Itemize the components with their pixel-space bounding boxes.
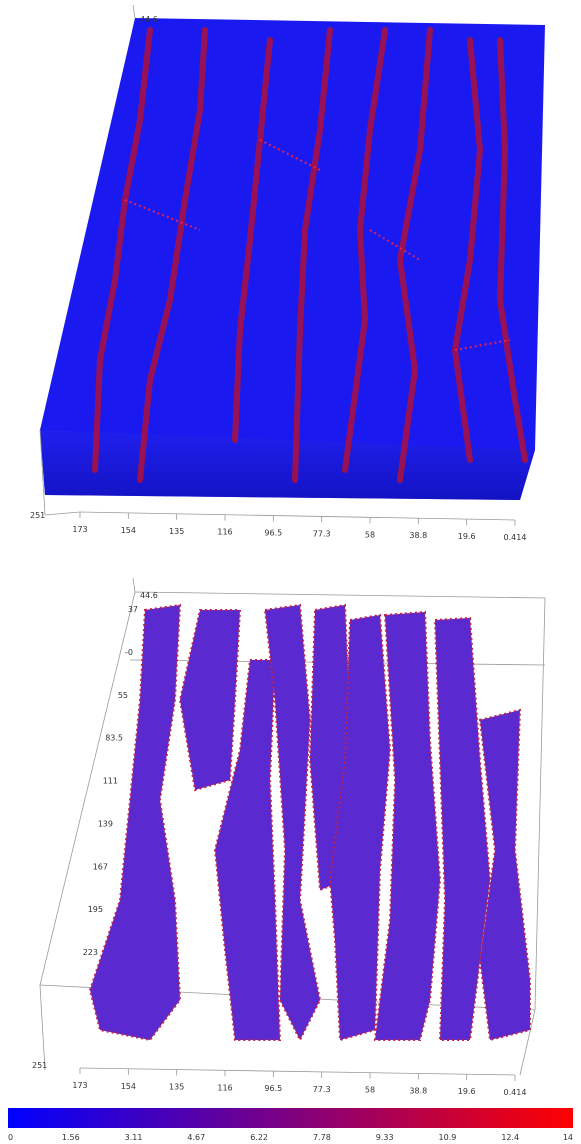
x-tick-label: 19.6 [458,1087,476,1096]
colorbar-tick-label: 6.22 [250,1133,268,1142]
x-tick-label: 96.5 [264,529,282,538]
colorbar-tick-label: 10.9 [439,1133,457,1142]
x-axis [79,511,516,521]
box-edge [39,984,46,1071]
x-tick-label: 135 [169,527,184,536]
x-tick-label: 173 [72,525,87,534]
x-ticks: 173 154 135 116 96.5 77.3 58 38.8 19.6 0.414 [72,1068,526,1097]
colorbar-gradient [8,1108,573,1128]
box-edge [519,1009,536,1076]
y-tick-label: 223 [83,948,98,957]
y-tick-label: 55 [118,691,128,700]
left-label: 251 [30,511,45,520]
colorbar-tick-label: 0 [8,1133,13,1142]
x-tick-label: 58 [365,530,375,539]
left-label: 251 [32,1061,47,1070]
colorbar-tick-label: 9.33 [376,1133,394,1142]
x-tick-label: 19.6 [458,532,476,541]
x-tick-label: 58 [365,1086,375,1095]
y-tick-label: 111 [103,777,118,786]
box-edge [39,429,46,516]
colorbar-tick-label: 14 [563,1133,573,1142]
top-panel: 44.6 251 173 154 135 116 96.5 77.3 58 38.8 19.6 0… [30,4,545,542]
y-tick-label: 83.5 [105,734,123,743]
y-tick-label: 37 [128,605,138,614]
x-tick-label: 96.5 [264,1084,282,1093]
bottom-panel: 44.6 37 -0 55 83.5 111 139 167 195 223 251 173 15… [32,577,546,1097]
cracks [92,27,528,483]
y-tick-label: 139 [98,819,113,828]
x-tick-label: 135 [169,1083,184,1092]
colorbar: 0 1.56 3.11 4.67 6.22 7.78 9.33 10.9 12.4 14 [8,1108,573,1142]
x-tick-label: 0.414 [504,1088,527,1097]
colorbar-tick-label: 12.4 [501,1133,519,1142]
x-ticks: 173 154 135 116 96.5 77.3 58 38.8 19.6 0.414 [72,512,526,542]
colorbar-tick-label: 3.11 [125,1133,143,1142]
box-edge [132,577,136,593]
x-tick-label: 173 [72,1081,87,1090]
colorbar-tick-label: 7.78 [313,1133,331,1142]
x-tick-label: 154 [121,526,136,535]
atom-columns [88,603,531,1043]
x-tick-label: 154 [121,1082,136,1091]
x-tick-label: 116 [217,528,232,537]
x-axis [79,1067,516,1076]
x-tick-label: 77.3 [313,1085,331,1094]
y-tick-label: -0 [125,648,133,657]
x-tick-label: 77.3 [313,529,331,538]
corner-label: 44.6 [140,15,158,24]
x-tick-label: 0.414 [504,533,527,542]
y-tick-label: 195 [88,905,103,914]
colorbar-tick-label: 4.67 [187,1133,205,1142]
x-tick-label: 38.8 [409,1086,427,1095]
x-tick-label: 116 [217,1083,232,1092]
box-edge [44,511,81,516]
box-edge [132,4,136,19]
y-tick-label: 167 [93,862,108,871]
corner-label: 44.6 [140,591,158,600]
block-front [40,430,535,500]
colorbar-ticks: 0 1.56 3.11 4.67 6.22 7.78 9.33 10.9 12.4 14 [8,1133,573,1142]
x-tick-label: 38.8 [409,531,427,540]
y-ticks: 37 -0 55 83.5 111 139 167 195 223 [83,605,138,957]
colorbar-tick-label: 1.56 [62,1133,80,1142]
